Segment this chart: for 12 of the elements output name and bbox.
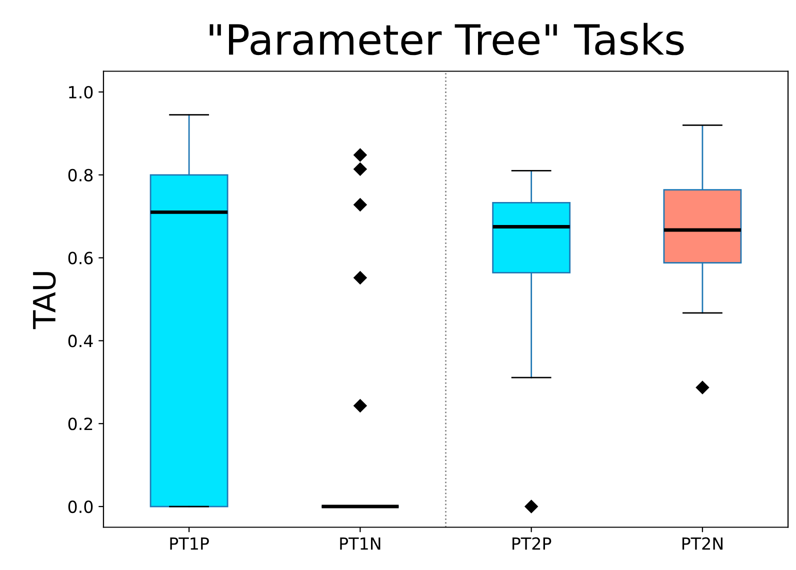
y-tick-label: 0.2 (68, 418, 92, 430)
y-tick-label: 0.8 (68, 168, 93, 182)
y-tick-label: 1.0 (69, 86, 93, 99)
x-tick-label: PT2N (682, 537, 722, 550)
x-tick-label: PT1N (340, 537, 380, 550)
chart-title: "Parameter Tree" Tasks (210, 22, 684, 56)
x-tick-label: PT1P (170, 537, 209, 550)
y-tick-label: 0.6 (68, 252, 93, 264)
y-tick-label: 0.0 (68, 500, 93, 514)
y-tick-label: 0.4 (68, 334, 93, 348)
y-axis-title: TAU (33, 272, 56, 330)
x-tick-label: PT2P (512, 537, 552, 550)
